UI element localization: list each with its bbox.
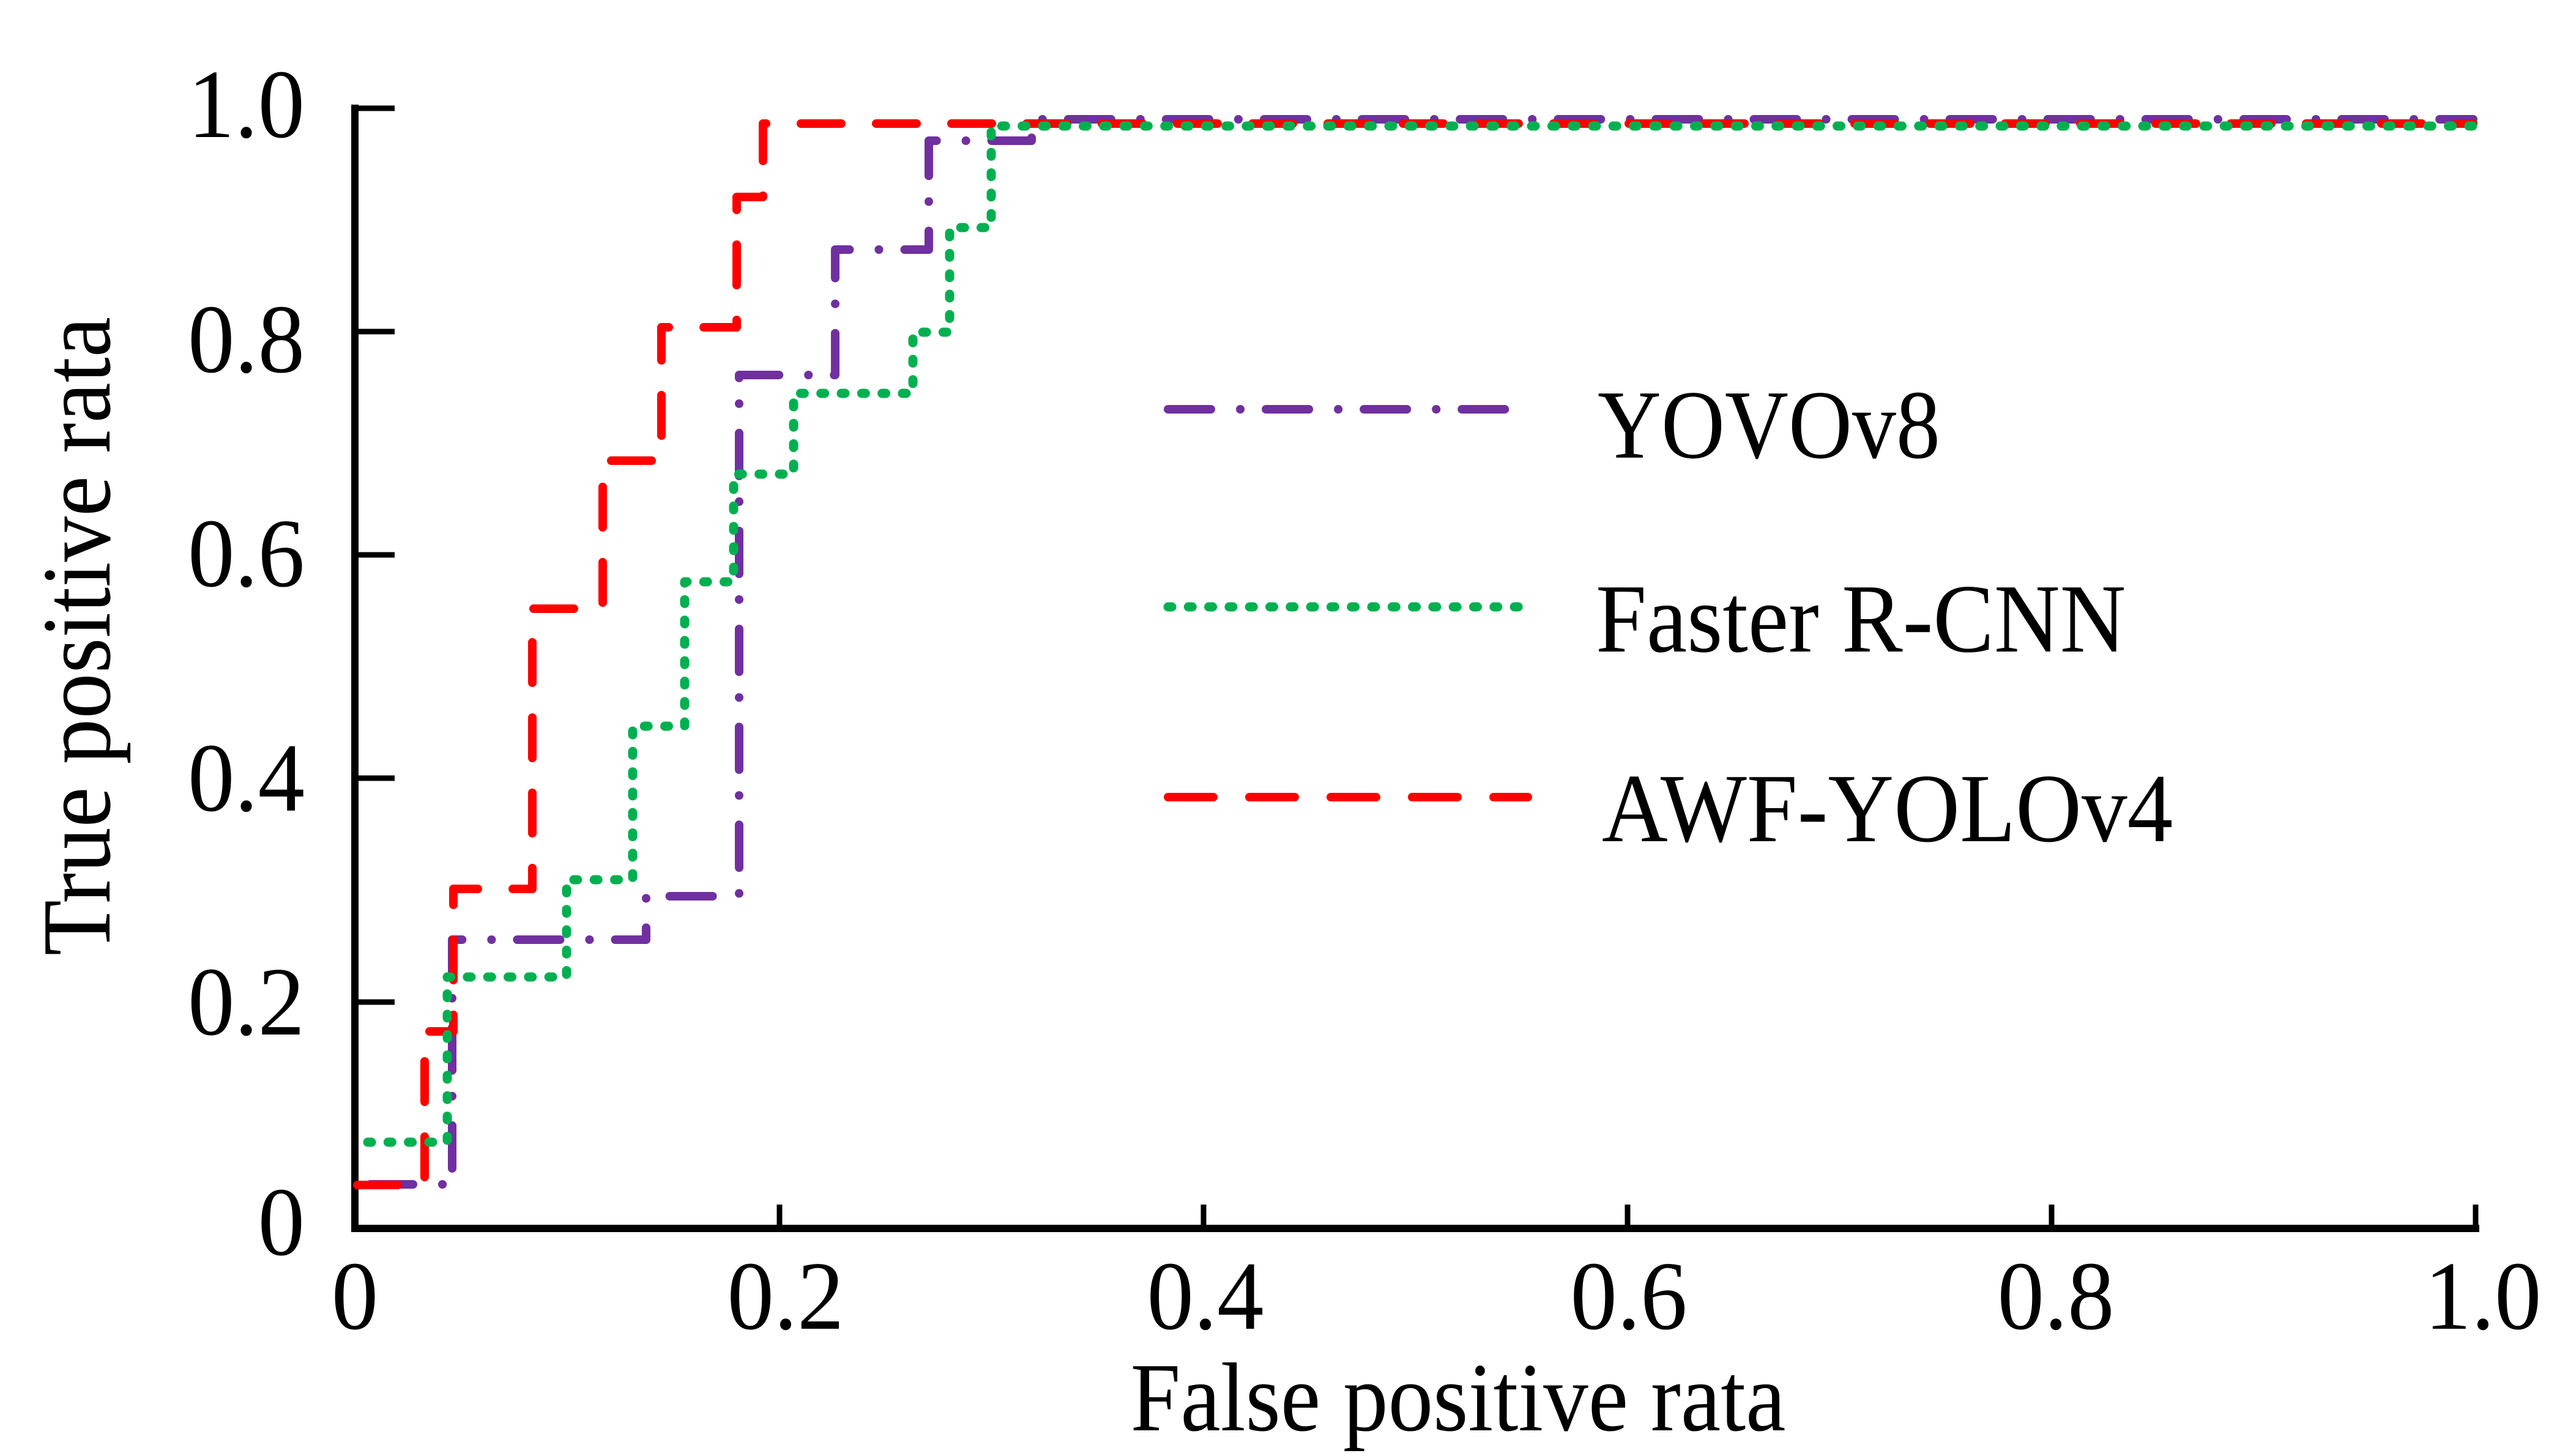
svg-text:0.2: 0.2 (728, 1242, 844, 1350)
svg-text:AWF-YOLOv4: AWF-YOLOv4 (1602, 754, 2173, 863)
svg-text:YOVOv8: YOVOv8 (1598, 370, 1940, 479)
svg-text:0.8: 0.8 (188, 285, 305, 393)
svg-text:0.6: 0.6 (188, 499, 305, 607)
svg-text:1.0: 1.0 (2425, 1242, 2542, 1350)
svg-text:0.4: 0.4 (188, 724, 305, 832)
svg-text:1.0: 1.0 (188, 50, 305, 158)
svg-text:True positive rata: True positive rata (23, 317, 131, 956)
svg-text:Faster R-CNN: Faster R-CNN (1596, 565, 2126, 673)
svg-text:0.8: 0.8 (1998, 1242, 2115, 1350)
svg-text:0: 0 (332, 1242, 378, 1350)
svg-text:0: 0 (258, 1168, 305, 1276)
svg-text:0.4: 0.4 (1147, 1242, 1264, 1350)
svg-text:0.2: 0.2 (188, 948, 305, 1056)
svg-text:0.6: 0.6 (1571, 1242, 1688, 1350)
svg-text:False positive rata: False positive rata (1131, 1343, 1786, 1452)
